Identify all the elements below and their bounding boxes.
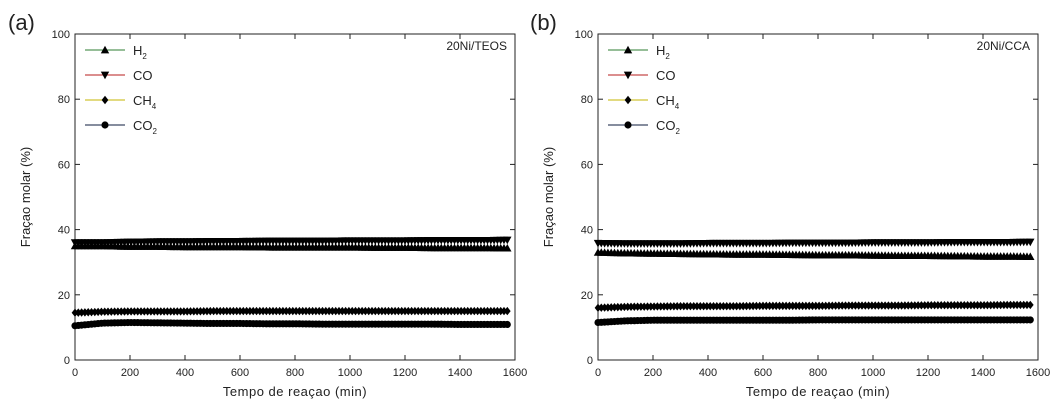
x-tick-label: 600 — [231, 367, 249, 379]
x-tick-label: 800 — [809, 367, 827, 379]
x-tick-label: 0 — [595, 367, 601, 379]
legend-label: CH4 — [133, 93, 157, 111]
legend-marker — [624, 121, 632, 129]
panel-label: (b) — [530, 10, 557, 35]
y-tick-label: 60 — [58, 159, 70, 171]
data-point-ch4 — [503, 306, 511, 316]
x-tick-label: 1200 — [393, 367, 417, 379]
legend-marker — [100, 71, 110, 80]
panel-annotation: 20Ni/TEOS — [446, 39, 507, 53]
x-tick-label: 800 — [286, 367, 304, 379]
x-tick-label: 1200 — [916, 367, 940, 379]
legend-item-co: CO — [85, 68, 153, 83]
x-tick-label: 1400 — [448, 367, 472, 379]
legend-item-co: CO — [608, 68, 676, 83]
series-co2 — [71, 318, 511, 330]
legend-marker — [624, 95, 632, 105]
panel-annotation: 20Ni/CCA — [977, 39, 1030, 53]
legend-label: CO — [656, 68, 676, 83]
legend-label-text: CO — [133, 118, 153, 133]
legend-item-h2: H2 — [85, 43, 147, 61]
legend-label-text: CH — [656, 93, 675, 108]
legend-label-subscript: 2 — [142, 52, 147, 61]
legend-label: CO2 — [133, 118, 158, 136]
x-axis-label: Tempo de reaçao (min) — [223, 384, 367, 399]
data-point-co — [1026, 238, 1035, 247]
x-tick-label: 400 — [699, 367, 717, 379]
y-tick-label: 80 — [581, 94, 593, 106]
x-tick-label: 400 — [176, 367, 194, 379]
legend-item-co2: CO2 — [608, 118, 681, 136]
legend-item-h2: H2 — [608, 43, 670, 61]
legend-label-text: CO — [656, 68, 676, 83]
y-tick-label: 80 — [58, 94, 70, 106]
legend-label: H2 — [133, 43, 147, 61]
panel-label: (a) — [8, 10, 35, 35]
data-point-ch4 — [617, 302, 625, 312]
y-axis-label: Fraçao molar (%) — [541, 147, 556, 247]
x-tick-label: 200 — [644, 367, 662, 379]
series-co — [593, 238, 1035, 248]
y-tick-label: 100 — [52, 29, 70, 41]
x-tick-label: 1000 — [338, 367, 362, 379]
y-tick-label: 40 — [58, 225, 70, 237]
y-tick-label: 60 — [581, 159, 593, 171]
y-tick-label: 0 — [64, 355, 70, 367]
series-h2 — [593, 248, 1035, 261]
series-co2 — [594, 316, 1034, 327]
y-tick-label: 20 — [58, 290, 70, 302]
legend-label-text: CH — [133, 93, 152, 108]
x-axis-label: Tempo de reaçao (min) — [746, 384, 890, 399]
y-tick-label: 0 — [587, 355, 593, 367]
legend-label-subscript: 2 — [676, 127, 681, 136]
series-co — [70, 236, 512, 247]
legend-label-text: CO — [656, 118, 676, 133]
series-h2 — [70, 241, 512, 252]
series-ch4 — [594, 300, 1034, 313]
legend-item-ch4: CH4 — [608, 93, 680, 111]
data-point-ch4 — [601, 303, 608, 312]
panel-a: (a) 0 200 400 600 800 1000 1200 1400 1600 0 20 40 60 8… — [8, 10, 527, 399]
x-tick-label: 600 — [754, 367, 772, 379]
legend-label: H2 — [656, 43, 670, 61]
legend-marker — [101, 95, 109, 105]
data-point-co2 — [503, 320, 511, 329]
legend-item-co2: CO2 — [85, 118, 158, 136]
panel-b: (b) 0 200 400 600 800 1000 1200 1400 1600 0 20 40 60 8… — [530, 10, 1050, 399]
x-tick-label: 1400 — [971, 367, 995, 379]
legend-label: CH4 — [656, 93, 680, 111]
legend-label: CO2 — [656, 118, 681, 136]
data-point-h2 — [1026, 252, 1035, 261]
x-tick-label: 0 — [72, 367, 78, 379]
x-tick-label: 1000 — [861, 367, 885, 379]
y-axis-label: Fraçao molar (%) — [18, 147, 33, 247]
legend-label: CO — [133, 68, 153, 83]
y-tick-label: 20 — [581, 290, 593, 302]
data-point-co2 — [1026, 316, 1034, 324]
legend-label-subscript: 4 — [152, 102, 157, 111]
data-point-ch4 — [1026, 300, 1034, 310]
x-tick-label: 200 — [121, 367, 139, 379]
legend-marker — [100, 45, 110, 54]
legend-label-subscript: 2 — [665, 52, 670, 61]
legend-label-subscript: 4 — [675, 102, 680, 111]
legend-label-text: H — [133, 43, 142, 58]
legend-marker — [101, 121, 109, 129]
x-tick-label: 1600 — [503, 367, 527, 379]
data-point-co — [503, 236, 512, 245]
series-ch4 — [71, 306, 511, 317]
data-point-h2 — [503, 243, 512, 252]
legend-marker — [623, 71, 633, 80]
legend-item-ch4: CH4 — [85, 93, 157, 111]
x-tick-label: 1600 — [1026, 367, 1050, 379]
y-tick-label: 40 — [581, 225, 593, 237]
y-tick-label: 100 — [575, 29, 593, 41]
legend-marker — [623, 45, 633, 54]
legend-label-text: H — [656, 43, 665, 58]
legend-label-subscript: 2 — [153, 127, 158, 136]
legend-label-text: CO — [133, 68, 153, 83]
